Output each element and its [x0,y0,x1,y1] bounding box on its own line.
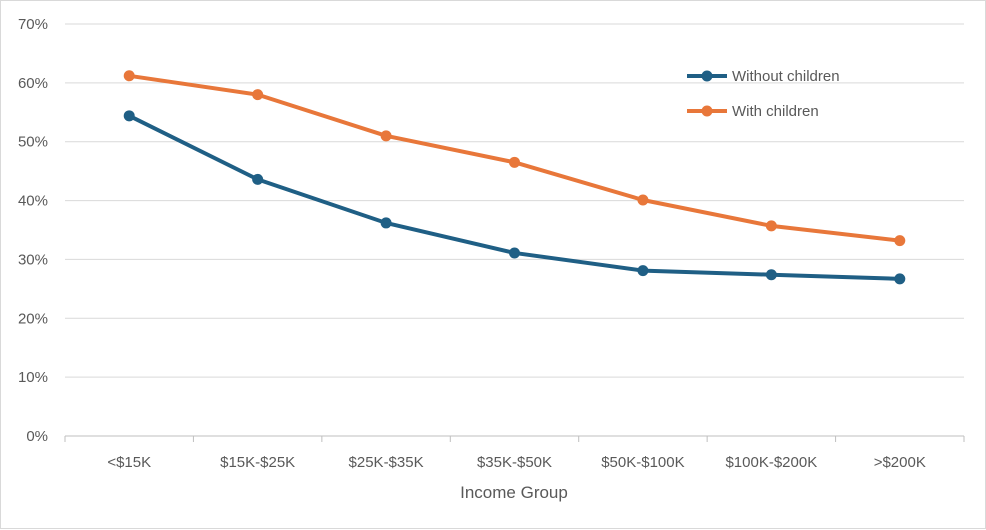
x-tick-label: $50K-$100K [601,454,684,471]
x-tick-label: $15K-$25K [220,454,295,471]
y-tick-label: 60% [18,75,48,92]
y-tick-label: 50% [18,134,48,151]
x-axis-tick-labels: <$15K $15K-$25K $25K-$35K $35K-$50K $50K-$10… [107,454,926,471]
y-tick-label: 20% [18,310,48,327]
x-axis-title: Income Group [460,483,568,502]
data-point [252,173,264,185]
legend-swatch-marker [701,70,713,82]
data-point [894,235,906,247]
data-point [252,89,264,101]
data-point [509,247,520,259]
x-tick-label: <$15K [107,454,151,471]
y-tick-label: 70% [18,16,48,33]
data-point [123,110,135,122]
x-tick-label: $25K-$35K [349,454,424,471]
data-point [894,273,906,285]
x-tick-label: $35K-$50K [477,454,552,471]
data-point [509,156,520,168]
y-tick-label: 40% [18,193,48,210]
data-point [637,194,649,206]
y-tick-label: 0% [26,428,48,445]
data-point [765,220,777,232]
legend-label: Without children [732,68,840,85]
data-point [765,269,777,281]
y-axis-tick-labels: 0% 10% 20% 30% 40% 50% 60% 70% [18,16,48,445]
legend: Without children With children [687,68,840,120]
x-tick-label: >$200K [874,454,926,471]
y-tick-label: 30% [18,251,48,268]
data-point [637,265,649,277]
legend-label: With children [732,103,819,120]
x-tick-label: $100K-$200K [725,454,817,471]
data-point [380,130,392,142]
series-group [123,70,906,285]
legend-swatch-marker [701,105,713,117]
data-point [123,70,135,82]
y-tick-label: 10% [18,369,48,386]
data-point [380,217,392,229]
x-axis [64,435,965,442]
gridlines [65,23,964,378]
